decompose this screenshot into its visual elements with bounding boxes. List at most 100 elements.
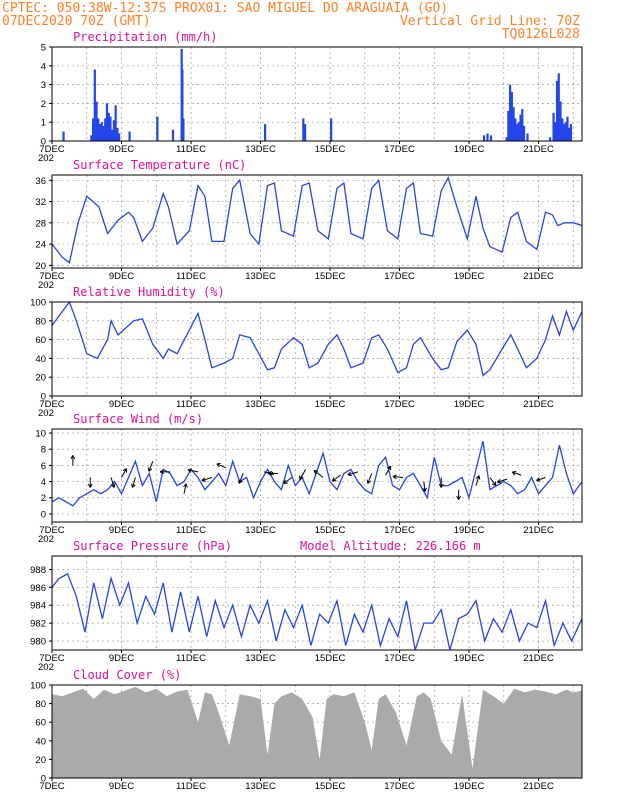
panel-title-rh: Relative Humidity (%) — [73, 285, 225, 299]
precip-bar — [489, 135, 493, 141]
wind-arrow — [392, 476, 404, 479]
x-tick-label: 21DEC — [523, 399, 554, 410]
x-tick-label: 21DEC — [523, 144, 554, 155]
precip-bar — [330, 118, 333, 141]
x-tick-label: 21DEC — [523, 781, 554, 792]
y-tick-label: 32 — [35, 197, 46, 208]
y-tick-label: 60 — [35, 718, 46, 729]
y-tick-label: 4 — [41, 477, 46, 488]
x-tick-label: 7DEC — [39, 271, 64, 282]
precip-bar — [114, 105, 117, 141]
wind-arrow — [385, 465, 392, 476]
x-year-fragment: 202 — [38, 534, 54, 545]
wind-arrow — [423, 481, 426, 492]
x-tick-label: 15DEC — [315, 653, 346, 664]
precip-bar — [555, 80, 559, 141]
wind-arrow — [299, 469, 307, 480]
precip-bar — [112, 120, 116, 141]
y-tick-label: 80 — [35, 316, 46, 327]
x-tick-label: 21DEC — [523, 525, 554, 536]
precip-bar — [569, 124, 573, 141]
x-tick-label: 13DEC — [245, 144, 276, 155]
y-tick-label: 0 — [41, 392, 46, 403]
wind-arrow — [512, 471, 522, 476]
x-tick-label: 11DEC — [176, 781, 206, 792]
x-year-fragment: 202 — [38, 153, 54, 164]
precip-bar — [102, 125, 105, 141]
wind-arrow-head — [496, 478, 502, 484]
wind-arrow-head — [147, 467, 153, 472]
x-tick-label: 19DEC — [454, 653, 485, 664]
precip-bar — [62, 131, 65, 141]
panel-cloud: Cloud Cover (%) 0 20 40 60 80 100 7DEC 9DEC 11DEC… — [30, 668, 583, 792]
precip-bar — [91, 118, 95, 141]
wind-arrow — [536, 477, 546, 481]
wind-arrow — [110, 477, 115, 488]
wind-arrow-head — [201, 477, 206, 482]
precip-bar — [515, 124, 519, 141]
wind-arrow — [489, 477, 497, 486]
wind-arrow — [201, 477, 213, 482]
precip-bar — [505, 137, 508, 141]
wind-arrow-head — [131, 483, 136, 488]
x-tick-label: 13DEC — [245, 781, 276, 792]
x-tick-label: 15DEC — [315, 525, 346, 536]
y-tick-label: 8 — [41, 445, 46, 456]
panel-frame — [51, 301, 583, 397]
y-tick-label: 5 — [41, 43, 46, 54]
wind-arrow-head — [386, 465, 392, 471]
precip-bar — [482, 135, 486, 141]
precip-bar — [548, 137, 552, 141]
wind-arrow — [121, 468, 127, 478]
precip-bar — [512, 107, 515, 141]
y-tick-label: 0 — [41, 774, 46, 785]
wind-arrow-head — [267, 471, 272, 476]
panel-subtitle-pressure: Model Altitude: 226.166 m — [300, 539, 481, 553]
precip-bar — [105, 103, 109, 141]
series-line-temp — [51, 175, 583, 264]
panel-frame — [51, 428, 583, 523]
wind-arrow-head — [475, 475, 481, 480]
wind-arrow — [148, 461, 154, 472]
wind-arrow-head — [313, 470, 319, 475]
precip-bar — [514, 118, 517, 141]
wind-arrow — [238, 473, 244, 484]
panel-frame — [51, 46, 583, 142]
y-tick-label: 2 — [41, 99, 46, 110]
precip-bar — [552, 112, 555, 141]
x-tick-label: 7DEC — [39, 399, 64, 410]
x-tick-label: 17DEC — [384, 653, 415, 664]
x-tick-label: 11DEC — [176, 271, 206, 282]
wind-arrow-head — [70, 455, 76, 460]
precip-bar — [116, 127, 119, 141]
panel-wind: Surface Wind (m/s) 0 2 4 6 8 10 7DEC 9DEC 11DEC 13… — [35, 412, 583, 545]
precip-bar — [128, 131, 131, 141]
x-tick-label: 15DEC — [315, 271, 346, 282]
wind-arrow-head — [283, 479, 288, 485]
cloud-area — [52, 686, 582, 778]
wind-arrow-head — [347, 471, 352, 477]
run-date: 07DEC2020 70Z (GMT) — [2, 14, 151, 29]
x-tick-label: 9DEC — [109, 525, 134, 536]
precip-bar — [526, 133, 529, 141]
precip-bar — [109, 116, 112, 141]
y-tick-label: 982 — [30, 619, 46, 630]
x-tick-label: 11DEC — [176, 525, 206, 536]
wind-arrow-head — [87, 483, 93, 488]
x-tick-label: 17DEC — [384, 271, 415, 282]
wind-arrow — [347, 471, 358, 476]
wind-arrow-head — [238, 479, 243, 484]
x-tick-label: 9DEC — [109, 399, 134, 410]
y-tick-label: 3 — [41, 80, 46, 91]
x-tick-label: 17DEC — [384, 525, 415, 536]
panel-pressure: Surface Pressure (hPa) Model Altitude: 22… — [30, 539, 583, 673]
x-tick-label: 9DEC — [109, 271, 134, 282]
y-tick-label: 986 — [30, 583, 46, 594]
y-tick-label: 988 — [30, 565, 46, 576]
precip-bar — [171, 129, 175, 141]
y-tick-label: 4 — [41, 61, 46, 72]
model-code: TQ0126L028 — [502, 27, 580, 42]
x-tick-label: 19DEC — [454, 525, 485, 536]
panel-title-temp: Surface Temperature (nC) — [73, 158, 246, 172]
x-tick-label: 13DEC — [245, 653, 276, 664]
